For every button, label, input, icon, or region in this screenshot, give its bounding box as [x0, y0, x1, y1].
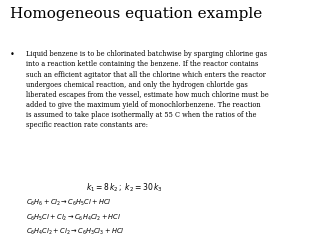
Text: $C_6H_6+Cl_2 \rightarrow C_6H_5Cl +HCl$: $C_6H_6+Cl_2 \rightarrow C_6H_5Cl +HCl$ — [26, 198, 111, 208]
Text: $C_6H_4Cl_2 + Cl_2 \rightarrow C_6H_3Cl_3 + HCl$: $C_6H_4Cl_2 + Cl_2 \rightarrow C_6H_3Cl_… — [26, 227, 124, 237]
Text: Homogeneous equation example: Homogeneous equation example — [10, 7, 262, 21]
Text: $k_1 = 8\,k_2\,;\;k_2 = 30\,k_3$: $k_1 = 8\,k_2\,;\;k_2 = 30\,k_3$ — [86, 181, 163, 194]
Text: •: • — [10, 50, 14, 59]
Text: $C_6H_5Cl+Cl_2 \rightarrow C_6H_4Cl_2 + HCl$: $C_6H_5Cl+Cl_2 \rightarrow C_6H_4Cl_2 + … — [26, 212, 121, 223]
Text: Liquid benzene is to be chlorinated batchwise by sparging chlorine gas
into a re: Liquid benzene is to be chlorinated batc… — [26, 50, 268, 129]
